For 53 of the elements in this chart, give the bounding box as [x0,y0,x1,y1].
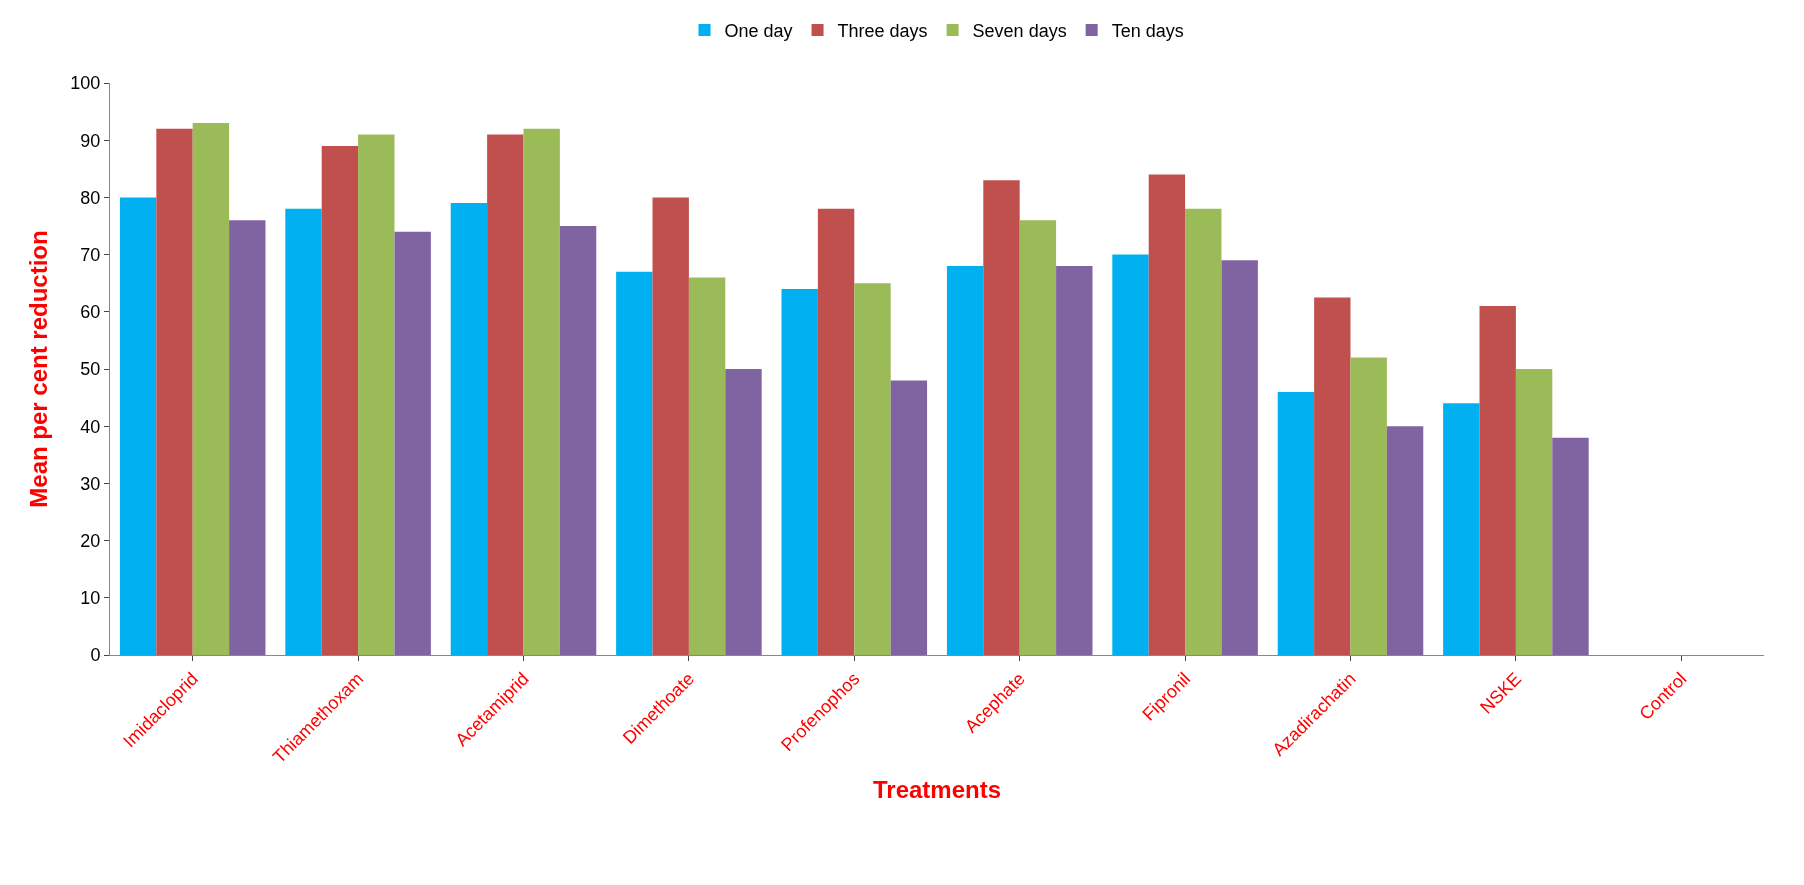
y-tick-label: 20 [80,530,101,551]
y-tick-label: 30 [80,473,101,494]
bar [817,208,855,655]
bar [119,197,157,655]
legend-label: One day [724,20,793,41]
bar [1350,357,1387,655]
y-tick-label: 70 [80,244,101,265]
y-axis-title: Mean per cent reduction [25,230,53,508]
bar [487,134,524,655]
bar [688,277,726,655]
bar [450,203,488,655]
bar [983,180,1020,655]
y-tick-label: 60 [80,302,101,323]
legend-label: Ten days [1111,20,1184,41]
y-tick-label: 50 [80,359,101,380]
bar [616,271,653,655]
bar [1552,437,1589,655]
bar [394,231,431,655]
bar [1479,306,1516,655]
bar [192,123,230,655]
bar [1277,391,1315,655]
bar [854,283,891,655]
bar [285,208,322,655]
legend-label: Three days [837,20,928,41]
x-axis-title: Treatments [872,776,1002,804]
bar [1443,403,1480,655]
y-tick-label: 10 [80,588,101,609]
bar [1386,426,1424,655]
bar [781,288,818,655]
bar [1185,208,1222,655]
legend-label: Seven days [972,20,1067,41]
bar [321,145,359,655]
bar [725,369,762,655]
y-tick-label: 100 [70,73,101,94]
bar [1112,254,1149,655]
bar [229,220,266,655]
y-tick-label: 0 [90,645,101,666]
bar [358,134,395,655]
bar [946,266,984,655]
bar [1019,220,1057,655]
y-tick-label: 90 [80,130,101,151]
bar [559,226,597,655]
bar [1056,266,1093,655]
bar [156,128,193,655]
bar [523,128,560,655]
bar [1221,260,1258,655]
bar [1515,369,1553,655]
bar [652,197,689,655]
y-tick-label: 40 [80,416,101,437]
y-tick-label: 80 [80,187,101,208]
bar [890,380,928,655]
bar [1148,174,1186,655]
bar [1314,297,1351,655]
